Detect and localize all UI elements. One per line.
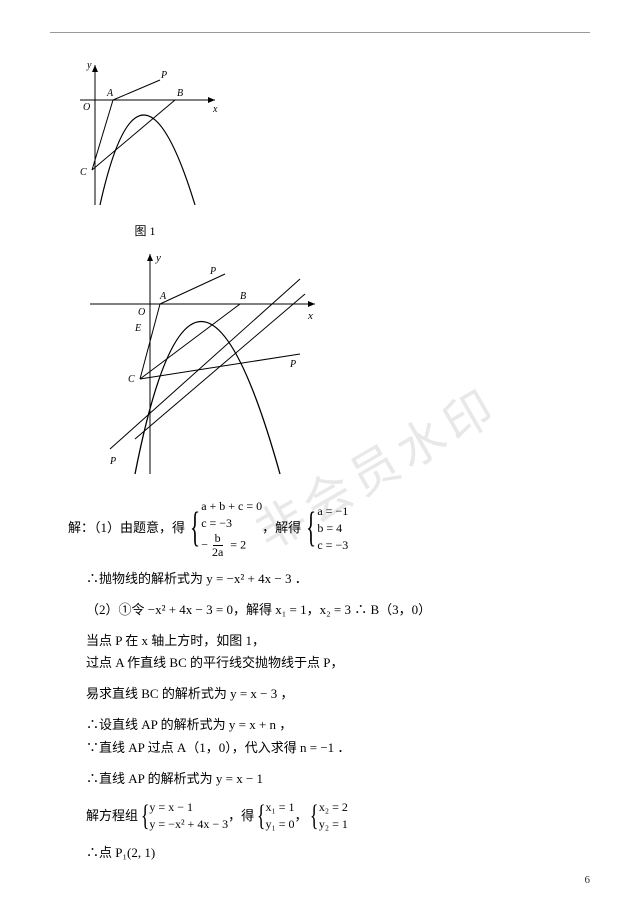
sys1-eq1: a + b + c = 0	[201, 498, 262, 515]
ap-result: ∴直线 AP 的解析式为 y = x − 1	[50, 769, 590, 790]
svg-text:x: x	[212, 104, 218, 115]
sys2-eq2: b = 4	[317, 520, 348, 537]
solve-system-line: 解方程组 { y = x − 1 y = −x² + 4x − 3 ，得 { x…	[50, 799, 590, 833]
svg-text:O: O	[138, 307, 145, 318]
brace-left-2: {	[306, 507, 316, 549]
svg-text:y: y	[155, 252, 161, 264]
system-2: { a = −1 b = 4 c = −3	[301, 503, 348, 553]
above-x-2: 过点 A 作直线 BC 的平行线交抛物线于点 P，	[50, 653, 590, 674]
svg-text:O: O	[83, 102, 90, 113]
solve-comma: ，	[294, 806, 307, 827]
r2-eq2: y₂ = 1	[319, 816, 348, 833]
system-1: { a + b + c = 0 c = −3 −b2a = 2	[185, 498, 262, 559]
svg-text:C: C	[80, 167, 87, 178]
r1-eq2: y₁ = 0	[266, 816, 295, 833]
page-top-rule	[50, 32, 590, 33]
svg-text:P: P	[160, 70, 167, 81]
final-point: ∴点 P₁(2, 1)	[50, 843, 590, 864]
solve-mid: ，得	[228, 806, 254, 827]
page-number: 6	[585, 874, 591, 886]
svg-text:y: y	[86, 60, 92, 71]
r2-eq1: x₂ = 2	[319, 799, 348, 816]
ap-pass: ∵直线 AP 过点 A（1，0），代入求得 n = −1 ．	[50, 738, 590, 759]
svg-text:P: P	[109, 456, 116, 467]
solution-prefix: 解：（1）由题意，得	[68, 518, 185, 539]
ap-set: ∴设直线 AP 的解析式为 y = x + n ，	[50, 715, 590, 736]
ss-eq2: y = −x² + 4x − 3	[149, 816, 228, 833]
svg-text:C: C	[128, 374, 135, 385]
bc-line: 易求直线 BC 的解析式为 y = x − 3 ，	[50, 684, 590, 705]
diagram-1: y x O A B P C	[65, 60, 590, 214]
sys1-eq3: −b2a = 2	[201, 532, 262, 559]
sys1-eq2: c = −3	[201, 515, 262, 532]
brace-left: {	[190, 507, 200, 549]
sys2-eq1: a = −1	[317, 503, 348, 520]
svg-text:A: A	[106, 88, 114, 99]
svg-text:P: P	[209, 266, 216, 277]
sys2-eq3: c = −3	[317, 537, 348, 554]
ss-eq1: y = x − 1	[149, 799, 228, 816]
diagram-1-label: 图 1	[70, 222, 220, 239]
solve-r2: { x₂ = 2 y₂ = 1	[307, 799, 347, 833]
svg-text:A: A	[159, 291, 167, 302]
solve-prefix: 解方程组	[86, 806, 138, 827]
part2-start: （2）①令 −x² + 4x − 3 = 0，解得 x₁ = 1，x₂ = 3 …	[50, 600, 590, 621]
svg-text:P: P	[289, 359, 296, 370]
svg-text:x: x	[307, 310, 313, 322]
solve-system: { y = x − 1 y = −x² + 4x − 3	[138, 799, 228, 833]
solve-r1: { x₁ = 1 y₁ = 0	[254, 799, 294, 833]
parabola-result: ∴抛物线的解析式为 y = −x² + 4x − 3 ．	[50, 569, 590, 590]
solution-line-1: 解：（1）由题意，得 { a + b + c = 0 c = −3 −b2a =…	[50, 498, 590, 559]
svg-text:B: B	[177, 88, 183, 99]
page-content: y x O A B P C 图 1 y x O	[50, 60, 590, 864]
svg-text:E: E	[134, 323, 141, 334]
solution-mid1: ，解得	[262, 518, 301, 539]
diagram-2: y x O A B C E P P P	[80, 249, 590, 483]
svg-text:B: B	[240, 291, 246, 302]
above-x-1: 当点 P 在 x 轴上方时，如图 1，	[50, 631, 590, 652]
r1-eq1: x₁ = 1	[266, 799, 295, 816]
solution-body: 解：（1）由题意，得 { a + b + c = 0 c = −3 −b2a =…	[50, 498, 590, 864]
